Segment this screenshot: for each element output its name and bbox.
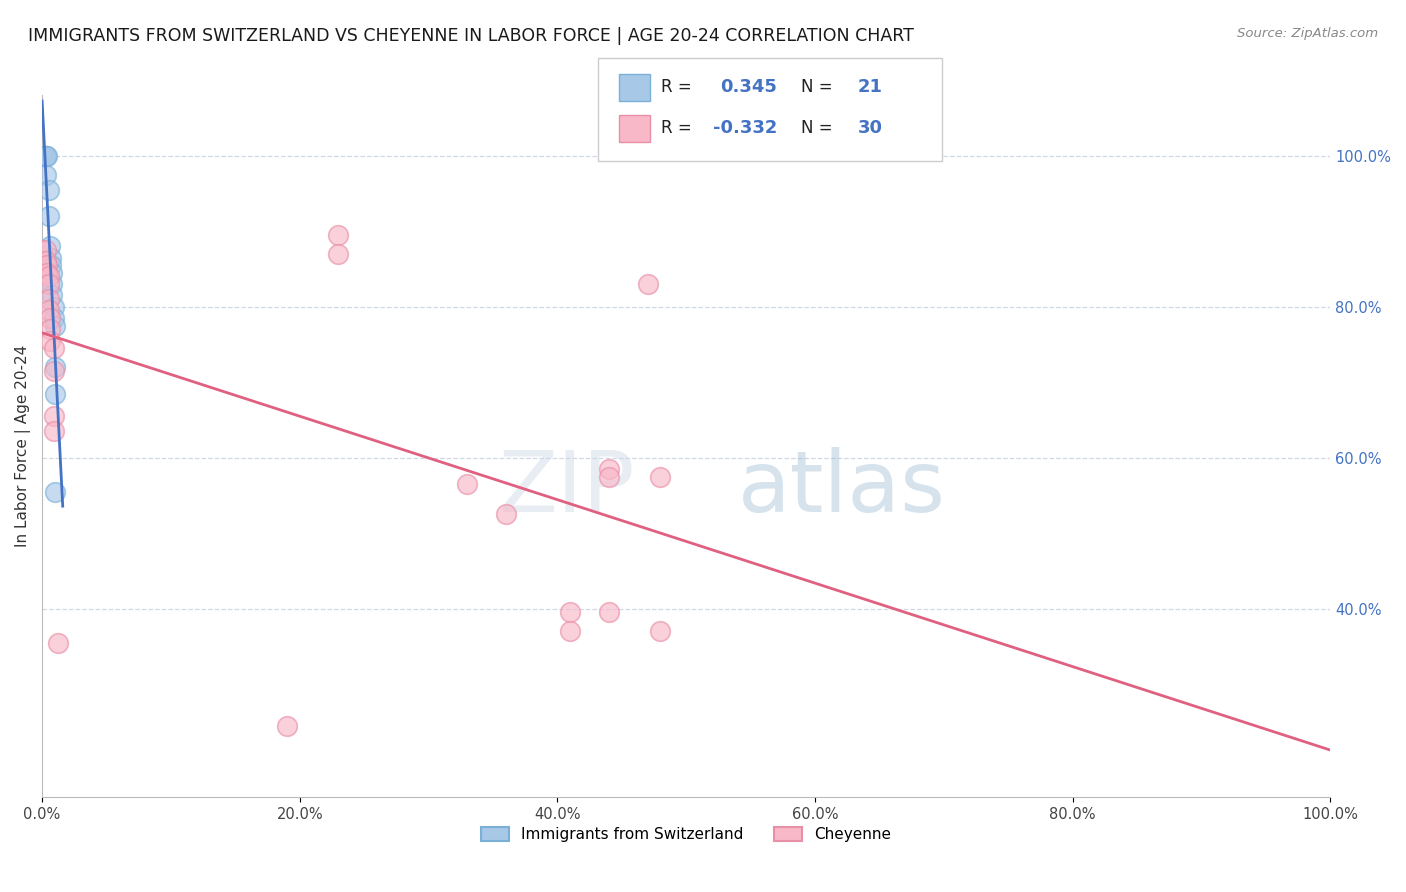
Legend: Immigrants from Switzerland, Cheyenne: Immigrants from Switzerland, Cheyenne bbox=[481, 828, 891, 842]
Point bbox=[37, 258, 59, 272]
Point bbox=[598, 606, 620, 620]
Y-axis label: In Labor Force | Age 20-24: In Labor Force | Age 20-24 bbox=[15, 345, 31, 548]
Point bbox=[41, 277, 63, 291]
Point bbox=[42, 300, 65, 314]
Point bbox=[41, 266, 63, 280]
Text: atlas: atlas bbox=[738, 447, 946, 530]
Point bbox=[39, 251, 62, 265]
Point bbox=[560, 606, 582, 620]
Text: ZIP: ZIP bbox=[498, 447, 634, 530]
Point bbox=[35, 149, 58, 163]
Point bbox=[42, 311, 65, 326]
Point bbox=[38, 269, 60, 284]
Point bbox=[35, 254, 58, 268]
Point bbox=[44, 386, 66, 401]
Point bbox=[38, 303, 60, 318]
Point bbox=[42, 364, 65, 378]
Point bbox=[37, 149, 59, 163]
Point bbox=[44, 360, 66, 375]
Text: N =: N = bbox=[801, 119, 838, 136]
Point bbox=[328, 247, 350, 261]
Point bbox=[328, 227, 350, 242]
Point bbox=[44, 318, 66, 333]
Point bbox=[598, 469, 620, 483]
Point bbox=[44, 484, 66, 499]
Text: 0.345: 0.345 bbox=[720, 78, 776, 95]
Text: -0.332: -0.332 bbox=[713, 119, 778, 136]
Point bbox=[39, 258, 62, 272]
Text: N =: N = bbox=[801, 78, 838, 95]
Point bbox=[38, 322, 60, 336]
Point bbox=[31, 149, 53, 163]
Point bbox=[650, 624, 672, 639]
Point bbox=[637, 277, 659, 291]
Point bbox=[31, 243, 53, 257]
Text: 21: 21 bbox=[858, 78, 883, 95]
Point bbox=[38, 292, 60, 306]
Point bbox=[650, 469, 672, 483]
Point bbox=[456, 477, 478, 491]
Point bbox=[34, 149, 56, 163]
Point bbox=[42, 341, 65, 355]
Point bbox=[31, 149, 53, 163]
Point bbox=[38, 183, 60, 197]
Point bbox=[42, 424, 65, 438]
Point bbox=[38, 209, 60, 223]
Point bbox=[35, 149, 58, 163]
Point bbox=[38, 334, 60, 348]
Point bbox=[38, 311, 60, 326]
Text: IMMIGRANTS FROM SWITZERLAND VS CHEYENNE IN LABOR FORCE | AGE 20-24 CORRELATION C: IMMIGRANTS FROM SWITZERLAND VS CHEYENNE … bbox=[28, 27, 914, 45]
Text: R =: R = bbox=[661, 78, 697, 95]
Point bbox=[35, 243, 58, 257]
Point bbox=[598, 462, 620, 476]
Point bbox=[41, 288, 63, 302]
Point bbox=[46, 635, 69, 649]
Text: 30: 30 bbox=[858, 119, 883, 136]
Point bbox=[42, 409, 65, 424]
Text: Source: ZipAtlas.com: Source: ZipAtlas.com bbox=[1237, 27, 1378, 40]
Point bbox=[35, 168, 58, 182]
Point bbox=[38, 277, 60, 291]
Point bbox=[38, 239, 60, 253]
Point bbox=[560, 624, 582, 639]
Text: R =: R = bbox=[661, 119, 697, 136]
Point bbox=[37, 266, 59, 280]
Point bbox=[495, 508, 517, 522]
Point bbox=[276, 719, 298, 733]
